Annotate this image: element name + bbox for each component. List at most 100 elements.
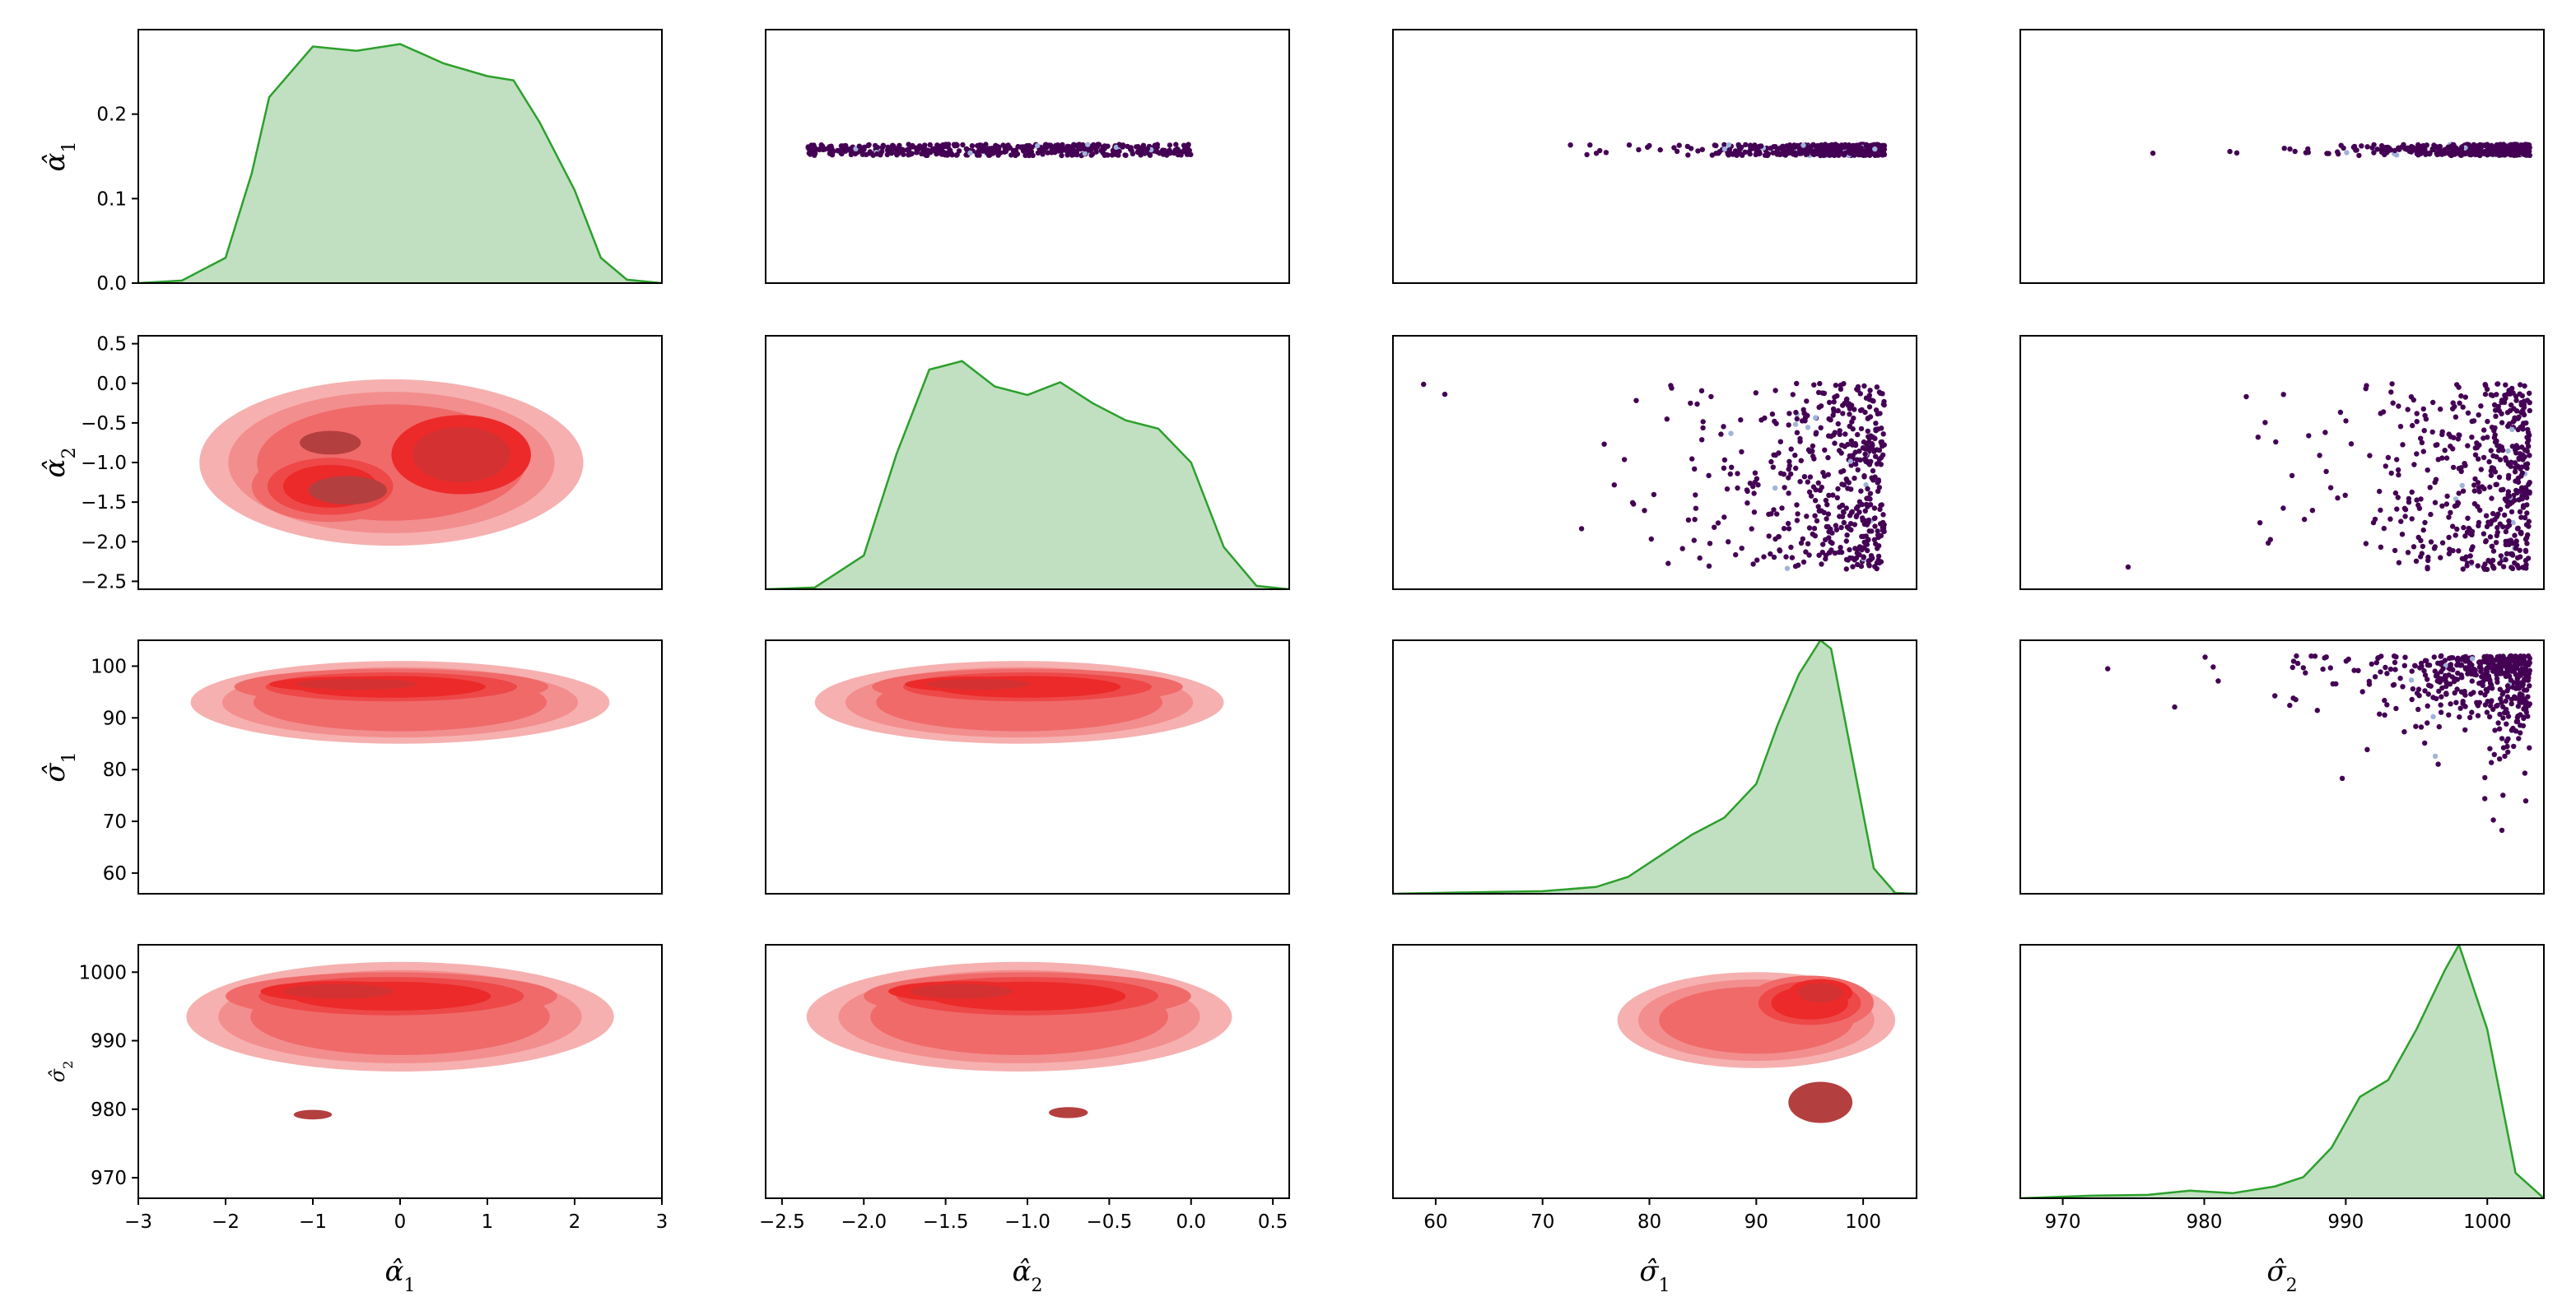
scatter-point xyxy=(1818,425,1824,430)
scatter-point xyxy=(2525,694,2531,700)
scatter-point xyxy=(1863,481,1869,488)
scatter-point xyxy=(2341,145,2346,151)
scatter-point xyxy=(1847,423,1853,430)
scatter-point xyxy=(2524,541,2530,546)
scatter-point xyxy=(2457,714,2462,720)
scatter-point xyxy=(1841,467,1847,474)
scatter-point xyxy=(2503,143,2508,150)
scatter-point xyxy=(2505,423,2511,429)
scatter-point xyxy=(2484,709,2490,715)
scatter-point xyxy=(2387,667,2394,672)
axes-frame xyxy=(1392,29,1917,284)
scatter-point xyxy=(2482,561,2488,567)
scatter-point xyxy=(2475,713,2481,718)
scatter-point xyxy=(836,148,841,154)
scatter-point xyxy=(2411,544,2417,550)
scatter-point xyxy=(2487,484,2493,490)
scatter-point xyxy=(2290,658,2297,664)
scatter-point xyxy=(1812,498,1819,504)
scatter-point xyxy=(2355,667,2361,673)
scatter-point xyxy=(2485,418,2490,425)
scatter-point xyxy=(1878,454,1884,461)
scatter-point xyxy=(1815,389,1822,396)
scatter-point xyxy=(1794,380,1800,387)
scatter-point xyxy=(1833,523,1839,528)
scatter-point xyxy=(1844,524,1851,530)
x-tick-label: 980 xyxy=(2187,1211,2223,1233)
scatter-point xyxy=(2397,424,2404,430)
scatter-point xyxy=(2414,451,2420,457)
scatter-point xyxy=(2503,497,2509,503)
scatter-point xyxy=(2413,558,2420,564)
scatter-point xyxy=(1721,465,1727,471)
scatter-point xyxy=(2484,523,2490,529)
scatter-point xyxy=(2390,682,2397,688)
scatter-point xyxy=(2493,481,2499,487)
scatter-point xyxy=(2494,524,2500,531)
axes-frame xyxy=(2019,335,2545,590)
scatter-point xyxy=(2428,539,2434,545)
scatter-point xyxy=(2382,697,2387,704)
scatter-point xyxy=(1776,450,1782,456)
scatter-point xyxy=(2490,565,2497,571)
scatter-point xyxy=(2439,653,2444,659)
scatter-point xyxy=(2462,727,2468,733)
scatter-point xyxy=(2494,676,2500,681)
scatter-point xyxy=(1815,480,1821,486)
scatter-point xyxy=(1838,524,1844,531)
scatter-point xyxy=(1626,142,1633,148)
scatter-point xyxy=(2477,659,2483,665)
scatter-point xyxy=(2398,518,2404,524)
scatter-point xyxy=(1791,142,1797,148)
scatter-point xyxy=(2522,514,2528,521)
scatter-point xyxy=(1603,150,1609,156)
scatter-point xyxy=(2494,381,2500,387)
scatter-point xyxy=(2280,505,2286,511)
scatter-point xyxy=(2312,653,2318,659)
scatter-point xyxy=(2342,492,2348,498)
scatter-point xyxy=(2468,560,2475,565)
scatter-point xyxy=(909,151,915,156)
scatter-point xyxy=(2505,685,2512,690)
scatter-point xyxy=(1770,150,1776,156)
scatter-point xyxy=(2363,386,2369,392)
scatter-point xyxy=(1858,146,1865,152)
scatter-point xyxy=(1692,517,1698,523)
scatter-point xyxy=(1876,389,1883,395)
scatter-point xyxy=(1793,409,1799,416)
scatter-point xyxy=(1035,142,1041,149)
scatter-point xyxy=(2486,458,2492,465)
scatter-point xyxy=(2505,475,2512,481)
scatter-point xyxy=(1788,471,1794,477)
y-tick-label: 0.1 xyxy=(96,188,127,210)
scatter-point xyxy=(1758,417,1764,423)
scatter-point xyxy=(1881,522,1887,528)
scatter-point xyxy=(1071,142,1077,147)
scatter-point xyxy=(1040,151,1046,157)
scatter-point xyxy=(2405,550,2411,556)
scatter-point xyxy=(2414,690,2420,696)
scatter-point xyxy=(2478,690,2484,695)
x-tick-label: 970 xyxy=(2045,1211,2081,1233)
scatter-point xyxy=(2518,382,2523,388)
scatter-point xyxy=(2493,151,2499,157)
scatter-point xyxy=(2461,524,2467,531)
scatter-point xyxy=(1771,144,1777,150)
scatter-point xyxy=(1811,525,1818,532)
scatter-point xyxy=(2497,756,2503,762)
y-tick-label: 80 xyxy=(103,760,127,781)
scatter-point xyxy=(1850,564,1856,569)
scatter-point xyxy=(916,143,923,149)
scatter-point xyxy=(807,151,813,157)
scatter-point xyxy=(2414,151,2420,156)
scatter-point xyxy=(1865,486,1870,492)
scatter-point xyxy=(2380,409,2387,415)
scatter-point xyxy=(2524,495,2530,500)
scatter-point xyxy=(1822,447,1828,453)
scatter-point xyxy=(1864,522,1870,528)
scatter-point xyxy=(2504,743,2510,750)
scatter-point xyxy=(2518,142,2523,149)
axes-frame xyxy=(1392,639,1917,895)
scatter-point xyxy=(1728,430,1734,436)
kde2d-contour xyxy=(295,678,418,690)
